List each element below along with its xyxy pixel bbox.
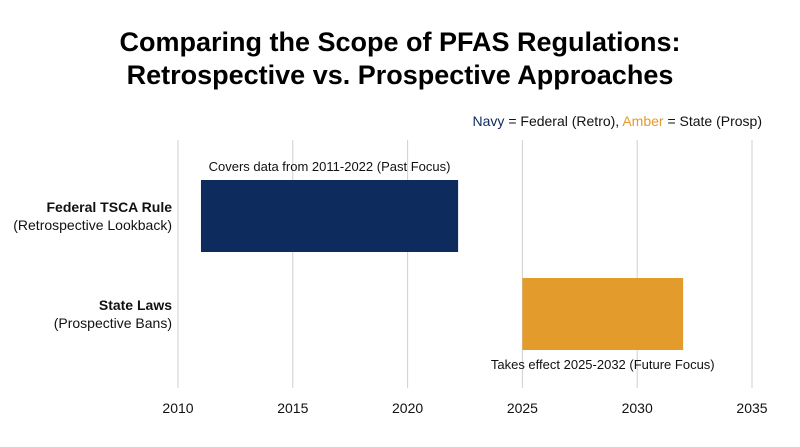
category-sublabel: (Prospective Bans): [54, 315, 172, 331]
legend-navy-word: Navy: [472, 113, 505, 129]
category-label: Federal TSCA Rule: [46, 199, 172, 215]
bar-annotation: Takes effect 2025-2032 (Future Focus): [491, 357, 715, 372]
bar-federal-tsca: [200, 180, 459, 252]
legend-amber-text: = State (Prosp): [663, 113, 762, 129]
category-sublabel: (Retrospective Lookback): [13, 217, 172, 233]
x-tick-label: 2010: [162, 400, 193, 416]
chart-title-line-2: Retrospective vs. Prospective Approaches: [126, 60, 674, 90]
bar-annotation: Covers data from 2011-2022 (Past Focus): [209, 159, 451, 174]
category-label: State Laws: [99, 297, 172, 313]
bar-state-laws: [522, 278, 684, 350]
chart-title: Comparing the Scope of PFAS Regulations:…: [0, 26, 800, 92]
x-tick-label: 2015: [277, 400, 308, 416]
x-tick-label: 2020: [392, 400, 423, 416]
chart-title-line-1: Comparing the Scope of PFAS Regulations:: [119, 27, 681, 57]
legend-amber-word: Amber: [622, 113, 664, 129]
x-tick-label: 2030: [622, 400, 653, 416]
x-tick-label: 2025: [507, 400, 538, 416]
legend-navy-text: = Federal (Retro),: [504, 113, 623, 129]
x-tick-label: 2035: [736, 400, 767, 416]
color-legend: Navy = Federal (Retro), Amber = State (P…: [473, 113, 762, 129]
